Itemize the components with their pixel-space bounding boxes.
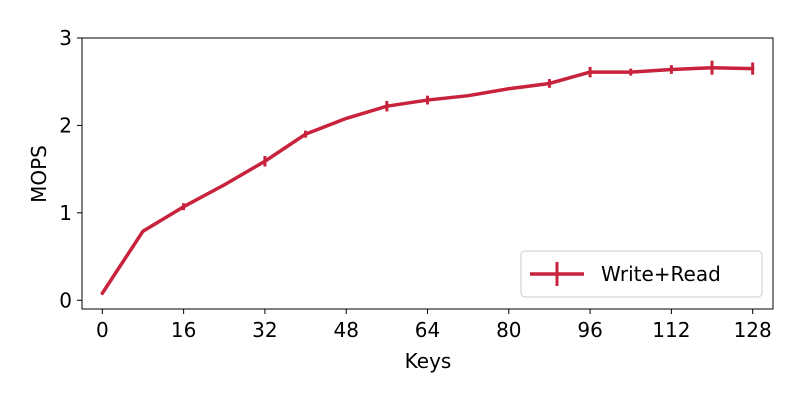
x-tick-label: 0 (96, 318, 109, 342)
data-point (386, 105, 388, 107)
legend-marker (530, 262, 584, 286)
y-tick-label: 3 (59, 26, 72, 50)
x-tick-label: 64 (415, 318, 440, 342)
data-point (223, 184, 225, 186)
data-point (548, 82, 550, 84)
data-point (142, 230, 144, 232)
y-tick-label: 0 (59, 288, 72, 312)
data-point (305, 133, 307, 135)
data-point (467, 95, 469, 97)
legend-box (520, 250, 763, 298)
x-tick-label: 16 (171, 318, 196, 342)
y-tick-label: 1 (59, 201, 72, 225)
legend: Write+Read (520, 250, 763, 298)
data-point (508, 88, 510, 90)
data-point (589, 71, 591, 73)
y-tick-label: 2 (59, 113, 72, 137)
data-point (670, 68, 672, 70)
legend-label: Write+Read (601, 262, 721, 286)
data-point (711, 67, 713, 69)
y-axis-title: MOPS (27, 145, 51, 203)
data-point (630, 71, 632, 73)
x-axis-title: Keys (405, 349, 452, 373)
x-tick-label: 96 (577, 318, 602, 342)
data-point (183, 206, 185, 208)
x-tick-label: 32 (252, 318, 277, 342)
x-tick-label: 128 (734, 318, 772, 342)
x-tick-label: 112 (652, 318, 690, 342)
data-point (345, 117, 347, 119)
data-point (101, 292, 103, 294)
x-tick-label: 48 (333, 318, 358, 342)
data-point (427, 99, 428, 101)
data-point (264, 160, 266, 162)
data-point (752, 68, 754, 70)
x-tick-label: 80 (496, 318, 521, 342)
